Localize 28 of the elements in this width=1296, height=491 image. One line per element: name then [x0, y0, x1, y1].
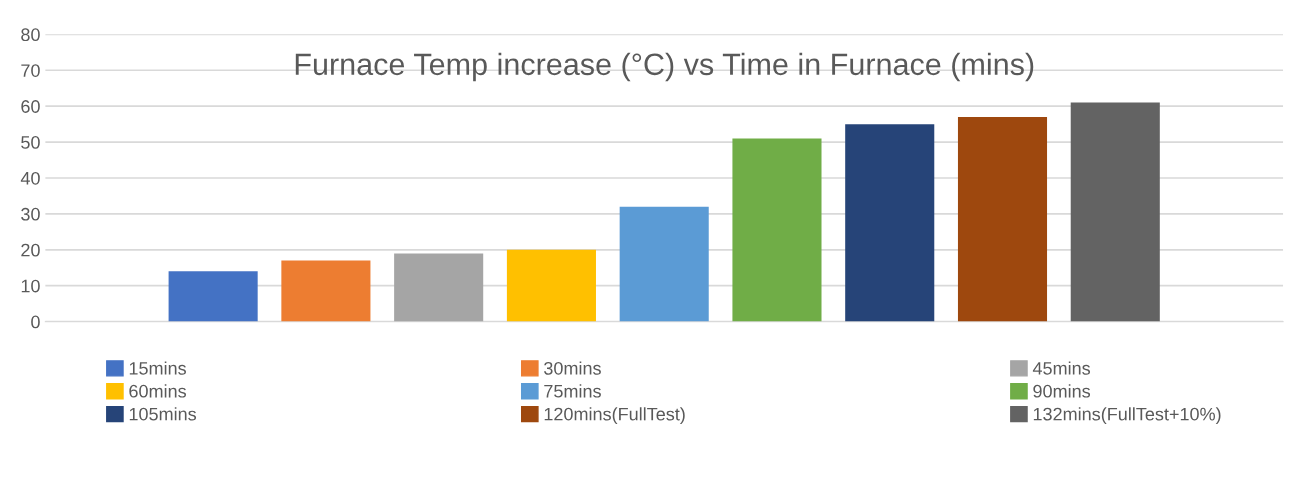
legend-label: 75mins: [544, 384, 601, 398]
y-tick-label: 80: [21, 28, 40, 42]
legend-label: 15mins: [129, 361, 186, 375]
y-tick-label: 40: [20, 171, 40, 185]
legend-label: 120mins(FullTest): [544, 407, 685, 425]
legend-label: 90mins: [1033, 384, 1091, 398]
y-tick-label: 10: [21, 279, 40, 293]
bar: [281, 260, 371, 322]
y-tick-label: 70: [21, 64, 40, 77]
bar: [732, 138, 822, 322]
y-tick-label: 0: [31, 315, 40, 329]
text: Furnace Temp increase (°C) vs Time in Furnace (mins): [295, 52, 1034, 82]
bar: [619, 206, 709, 322]
legend-label: 132mins(FullTest+10%): [1033, 407, 1221, 425]
legend-label: 60mins: [129, 384, 186, 398]
y-tick-label: 30: [21, 207, 40, 221]
bar: [1070, 102, 1160, 322]
legend-label: 105mins: [129, 407, 197, 421]
bar: [168, 271, 258, 322]
bar: [957, 116, 1048, 322]
y-tick-label: 20: [21, 243, 40, 257]
legend-label: 45mins: [1032, 361, 1091, 375]
legend-label: 30mins: [544, 361, 601, 375]
bar: [845, 124, 935, 322]
bar: [394, 253, 484, 322]
y-tick-label: 60: [21, 100, 40, 113]
bar: [506, 249, 596, 322]
y-tick-label: 50: [21, 136, 40, 149]
